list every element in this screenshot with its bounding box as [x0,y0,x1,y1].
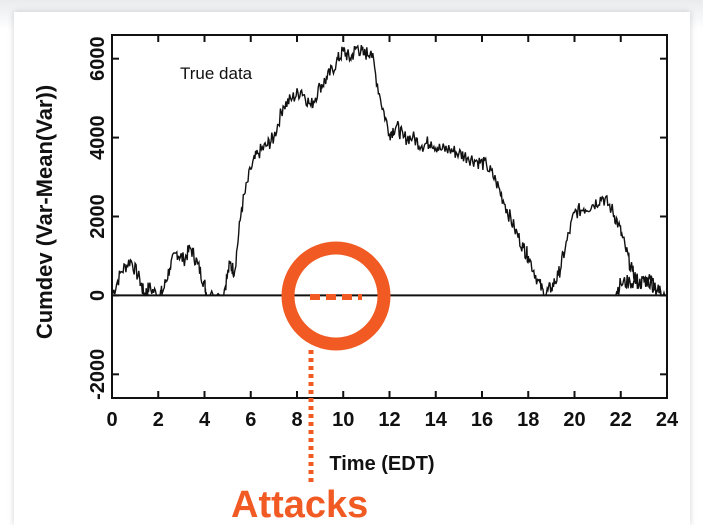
plot-frame [111,34,668,399]
x-tick-label: 6 [245,409,256,431]
axes [111,34,668,399]
attack-circle [281,241,391,351]
series-label: True data [180,64,253,83]
y-tick-label: -2000 [87,349,109,400]
x-tick-label: 20 [563,409,585,431]
y-tick-label: 6000 [87,36,109,81]
x-tick-label: 16 [471,409,493,431]
attacks-callout: Attacks [231,484,368,525]
x-tick-label: 24 [656,409,679,431]
x-tick-label: 2 [153,409,164,431]
series-line-1 [613,274,666,297]
y-axis-label: Cumdev (Var-Mean(Var)) [32,85,57,339]
y-tick-label: 0 [87,290,109,301]
annotations: True data Attacks [180,64,391,525]
series-line-0 [111,44,663,297]
series-layer [111,44,666,297]
x-tick-label: 4 [199,409,211,431]
x-tick-label: 22 [610,409,632,431]
x-tick-label: 10 [332,409,354,431]
y-tick-label: 2000 [87,194,109,239]
x-axis-label: Time (EDT) [329,453,434,475]
x-tick-label: 8 [291,409,302,431]
y-tick-label: 4000 [87,115,109,160]
x-tick-label: 12 [378,409,400,431]
x-tick-label: 14 [425,409,448,431]
x-tick-label: 18 [517,409,539,431]
x-tick-label: 0 [106,409,117,431]
